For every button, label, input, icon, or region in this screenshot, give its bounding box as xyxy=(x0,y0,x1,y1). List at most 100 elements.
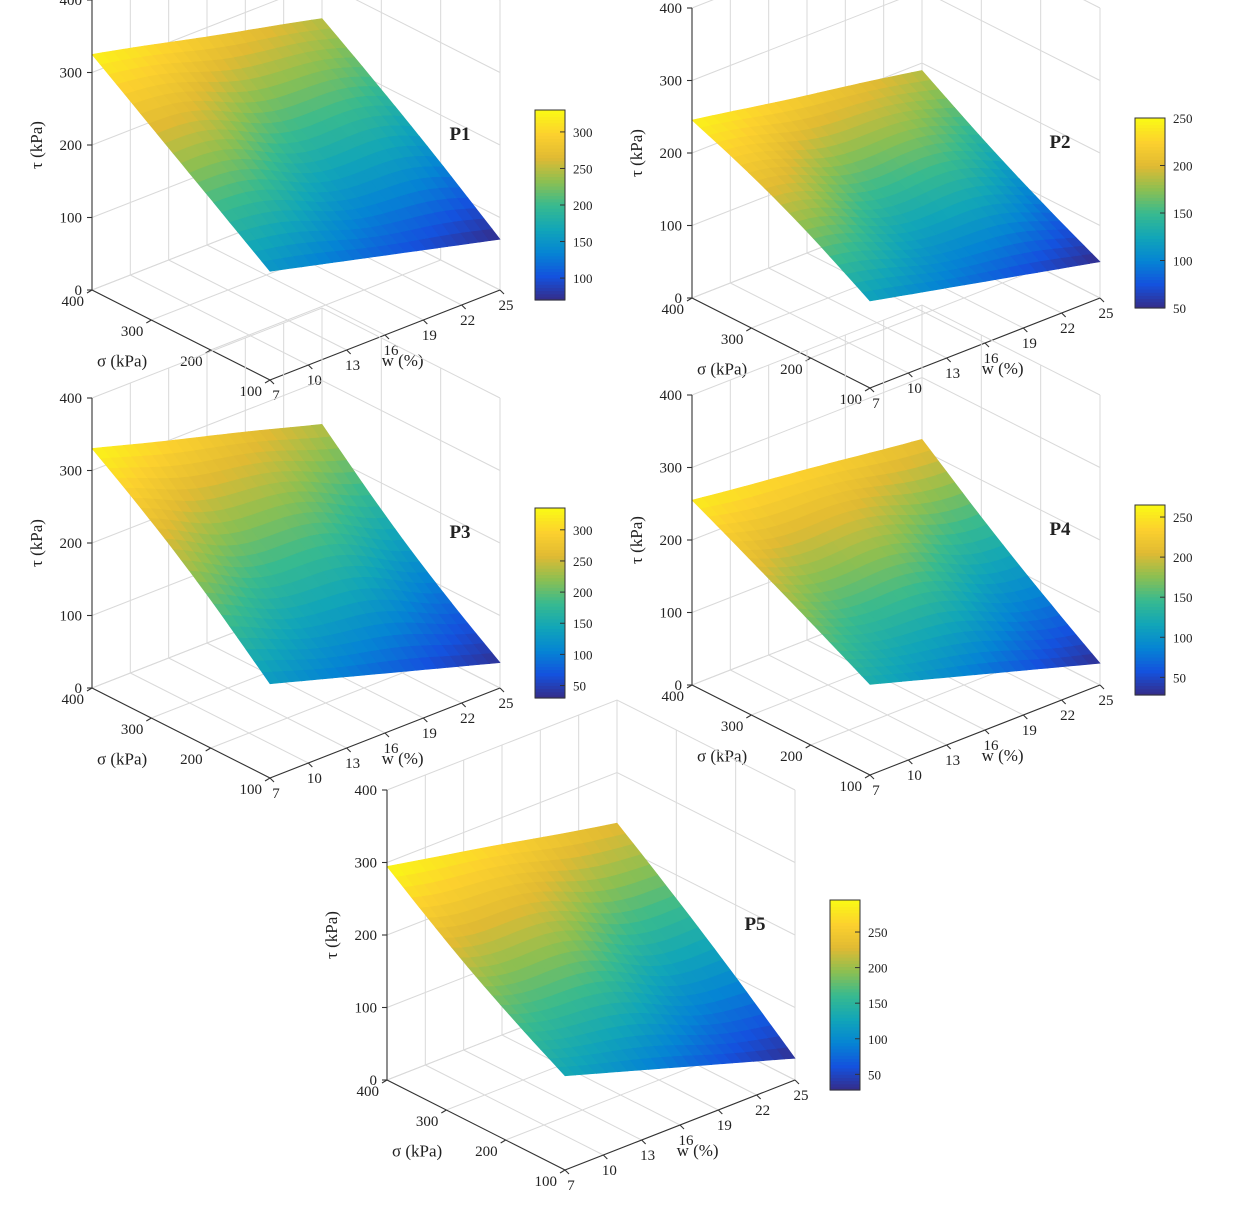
gridline xyxy=(730,282,909,374)
colorbar-band xyxy=(1135,657,1165,661)
z-tick-label: 300 xyxy=(660,461,683,477)
y-tick-label: 100 xyxy=(535,1174,558,1190)
x-tick xyxy=(461,304,467,310)
colorbar-band xyxy=(535,182,565,187)
colorbar-band xyxy=(830,979,860,983)
colorbar-band xyxy=(830,919,860,923)
gridline xyxy=(168,657,347,749)
x-tick xyxy=(346,747,352,753)
gridline xyxy=(691,0,1101,81)
x-tick-label: 19 xyxy=(422,726,437,742)
x-tick xyxy=(1099,297,1105,303)
z-axis-label: τ (kPa) xyxy=(627,129,646,177)
surface-patch xyxy=(910,438,931,454)
colorbar-band xyxy=(830,1029,860,1034)
colorbar-band xyxy=(830,934,860,939)
colorbar-band xyxy=(535,612,565,617)
gridline xyxy=(130,274,309,366)
colorbar-band xyxy=(535,577,565,582)
colorbar-band xyxy=(1135,638,1165,642)
y-tick xyxy=(205,349,211,354)
colorbar-band xyxy=(1135,688,1165,693)
colorbar-band xyxy=(830,1086,860,1091)
gridline xyxy=(210,259,441,351)
colorbar-band xyxy=(535,508,565,512)
gridline xyxy=(806,639,986,731)
colorbar-band xyxy=(1135,289,1165,293)
colorbar-band xyxy=(535,252,565,257)
colorbar-band xyxy=(830,1074,860,1078)
colorbar-band xyxy=(1135,590,1165,595)
colorbar-band xyxy=(535,669,565,674)
colorbar-band xyxy=(1135,685,1165,690)
colorbar-band xyxy=(830,1007,860,1012)
colorbar-band xyxy=(1135,133,1165,138)
colorbar-band xyxy=(535,549,565,553)
z-tick-label: 400 xyxy=(355,783,378,799)
colorbar-band xyxy=(830,1083,860,1088)
colorbar-band xyxy=(1135,660,1165,664)
colorbar-band xyxy=(1135,209,1165,214)
x-tick-label: 13 xyxy=(640,1148,655,1164)
colorbar-band xyxy=(535,679,565,683)
colorbar-band xyxy=(830,906,860,911)
colorbar-band xyxy=(1135,622,1165,626)
colorbar-band xyxy=(535,116,565,121)
x-tick xyxy=(946,744,952,750)
colorbar-band xyxy=(535,561,565,566)
y-axis-line xyxy=(691,684,871,776)
x-tick xyxy=(384,334,390,340)
colorbar-tick-label: 100 xyxy=(1173,630,1193,645)
y-tick-label: 100 xyxy=(240,384,263,400)
y-axis-line xyxy=(386,1079,566,1171)
x-tick-label: 13 xyxy=(945,366,960,382)
y-tick-label: 200 xyxy=(475,1144,498,1160)
colorbar-band xyxy=(830,988,860,993)
colorbar-tick-label: 300 xyxy=(573,523,593,538)
colorbar-band xyxy=(1135,571,1165,576)
colorbar-tick-label: 100 xyxy=(573,647,593,662)
colorbar-band xyxy=(535,205,565,209)
colorbar-tick-label: 150 xyxy=(868,996,888,1011)
y-tick-label: 300 xyxy=(121,324,144,340)
colorbar-band xyxy=(1135,175,1165,179)
colorbar-band xyxy=(535,584,565,588)
gridline xyxy=(425,1064,604,1156)
colorbar-band xyxy=(535,546,565,550)
x-tick xyxy=(461,702,467,708)
colorbar-band xyxy=(535,296,565,301)
colorbar-band xyxy=(535,523,565,528)
x-tick-label: 7 xyxy=(567,1178,575,1194)
colorbar-band xyxy=(535,148,565,152)
colorbar-tick-label: 200 xyxy=(868,961,888,976)
colorbar-band xyxy=(535,287,565,292)
colorbar-band xyxy=(535,656,565,661)
z-tick-label: 100 xyxy=(60,609,83,625)
gridline xyxy=(206,642,386,734)
colorbar-tick-label: 200 xyxy=(1173,159,1193,174)
colorbar-band xyxy=(1135,691,1165,696)
x-tick xyxy=(679,1124,685,1130)
colorbar-band xyxy=(830,995,860,999)
x-tick xyxy=(384,732,390,738)
colorbar-band xyxy=(830,1014,860,1018)
colorbar-band xyxy=(535,637,565,642)
colorbar-band xyxy=(535,135,565,140)
colorbar-tick-label: 150 xyxy=(1173,206,1193,221)
y-tick xyxy=(805,357,811,362)
z-tick-label: 400 xyxy=(60,391,83,407)
colorbar-tick-label: 250 xyxy=(573,554,593,569)
x-tick-label: 13 xyxy=(345,756,360,772)
colorbar-tick-label: 150 xyxy=(573,235,593,250)
colorbar-tick-label: 50 xyxy=(1173,301,1186,316)
colorbar-band xyxy=(830,960,860,964)
colorbar-tick-label: 50 xyxy=(573,679,586,694)
colorbar-band xyxy=(535,160,565,165)
colorbar-band xyxy=(1135,581,1165,585)
colorbar-band xyxy=(535,151,565,155)
colorbar-band xyxy=(535,268,565,273)
colorbar-band xyxy=(1135,644,1165,649)
colorbar-band xyxy=(830,938,860,942)
gridline xyxy=(210,657,441,749)
x-tick-label: 22 xyxy=(1060,708,1075,724)
